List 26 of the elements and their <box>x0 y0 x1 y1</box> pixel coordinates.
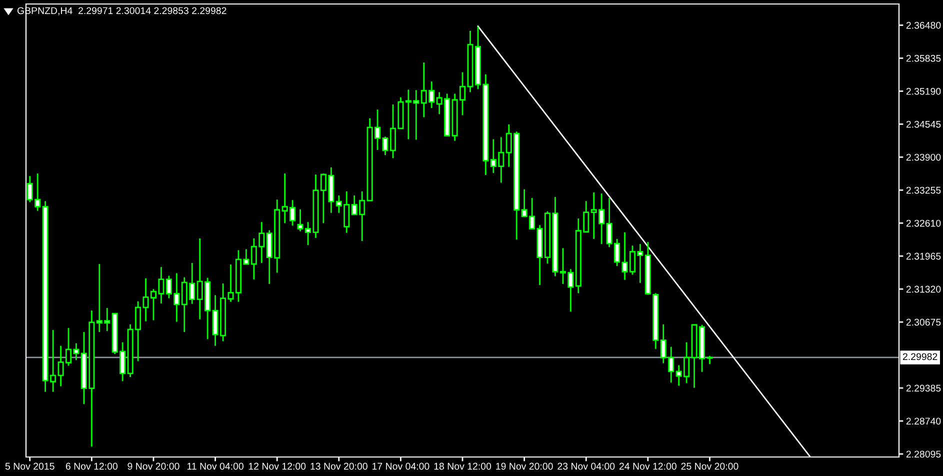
y-tick-label: 2.35190 <box>906 88 941 95</box>
ref-line-label: 2.29982 <box>902 353 938 360</box>
x-tick-label: 11 Nov 04:00 <box>187 462 244 470</box>
x-tick-label: 19 Nov 20:00 <box>496 462 553 470</box>
x-tick-label: 25 Nov 20:00 <box>681 462 738 470</box>
y-tick-label: 2.28740 <box>906 418 941 425</box>
y-tick-label: 2.31965 <box>906 252 941 260</box>
y-tick-label: 2.32610 <box>906 220 941 227</box>
x-tick-label: 18 Nov 12:00 <box>434 462 492 470</box>
x-tick-label: 9 Nov 20:00 <box>128 462 180 470</box>
y-tick-label: 2.33900 <box>906 154 941 161</box>
x-tick-label: 12 Nov 12:00 <box>248 462 306 470</box>
y-tick-label: 2.31320 <box>906 286 941 293</box>
y-tick-label: 2.36480 <box>906 22 941 29</box>
y-tick-label: 2.30675 <box>906 318 941 326</box>
x-tick-label: 23 Nov 04:00 <box>558 462 615 470</box>
y-tick-label: 2.35835 <box>906 54 941 62</box>
y-tick-label: 2.29385 <box>906 384 941 392</box>
x-tick-label: 17 Nov 04:00 <box>372 462 430 470</box>
x-tick-label: 5 Nov 2015 <box>5 462 54 470</box>
y-tick-label: 2.33255 <box>906 186 941 194</box>
x-tick-label: 6 Nov 12:00 <box>66 462 118 470</box>
x-tick-label: 13 Nov 20:00 <box>310 462 368 470</box>
x-tick-label: 24 Nov 12:00 <box>619 462 676 470</box>
y-tick-label: 2.28095 <box>906 450 941 458</box>
y-tick-label: 2.34545 <box>906 120 941 128</box>
